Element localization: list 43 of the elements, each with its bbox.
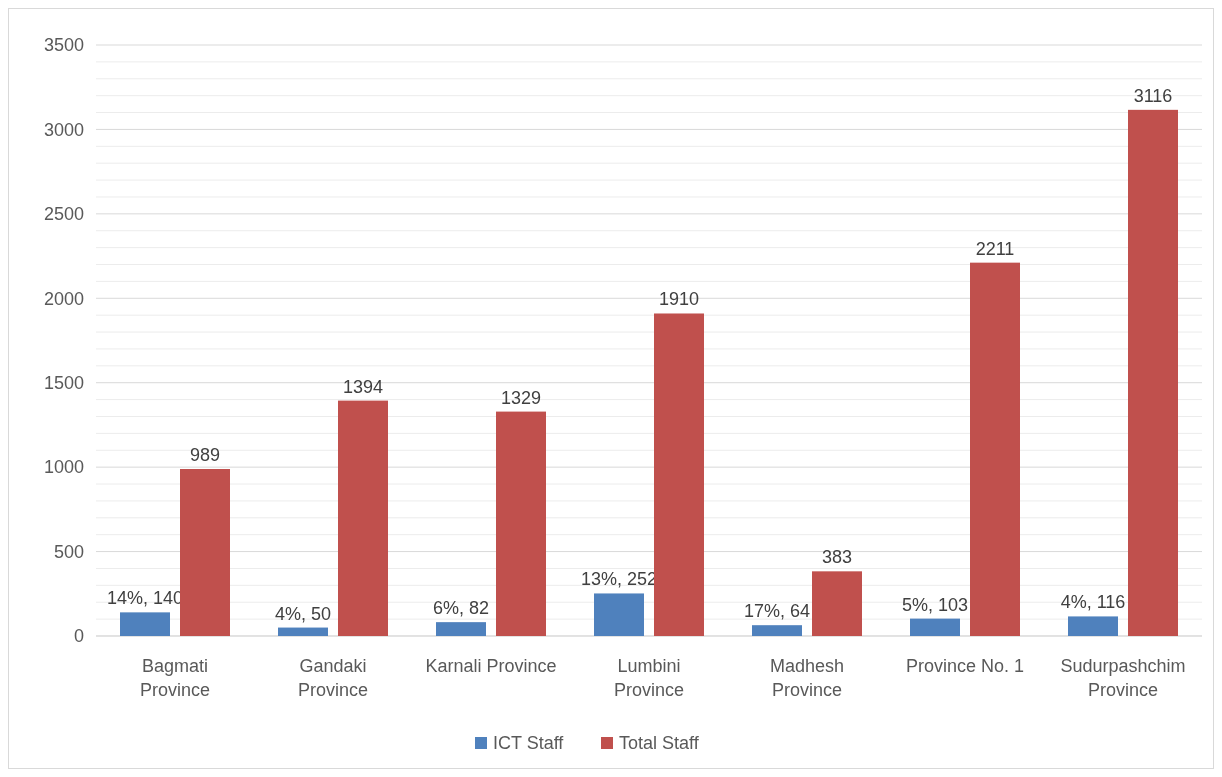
y-tick-label: 0 (73, 626, 84, 647)
bar (1128, 109, 1178, 636)
bar (496, 411, 546, 636)
y-tick-label: 500 (53, 541, 84, 562)
y-tick-label: 1000 (43, 457, 84, 478)
y-tick-label: 3500 (43, 35, 84, 56)
x-tick-label: Sudurpashchim Province (1060, 656, 1186, 700)
bar (120, 612, 170, 636)
x-tick-label: Province No. 1 (905, 656, 1025, 676)
data-label: 3116 (1133, 85, 1173, 106)
x-tick-label: Bagmati Province (139, 656, 211, 700)
y-tick-label: 2500 (43, 204, 84, 225)
bar (654, 313, 704, 636)
bar (180, 469, 230, 636)
data-label: 1910 (658, 289, 700, 310)
bar (338, 400, 388, 636)
data-label: 4%, 50 (274, 603, 332, 624)
y-tick-label: 3000 (43, 119, 84, 140)
bar (970, 262, 1020, 636)
x-tick-label: Karnali Province (425, 656, 557, 676)
data-label: 989 (189, 445, 221, 465)
x-tick-label: Madhesh Province (769, 656, 845, 700)
data-label: 2211 (975, 238, 1015, 259)
bar (812, 571, 862, 636)
data-label: 17%, 64 (743, 601, 811, 622)
x-tick-label: Lumbini Province (613, 656, 685, 700)
bar (436, 622, 486, 636)
y-tick-label: 1500 (43, 373, 84, 394)
legend-label: ICT Staff (493, 733, 565, 753)
data-label: 1329 (500, 387, 542, 408)
data-label: 4%, 116 (1060, 592, 1126, 613)
data-label: 5%, 103 (901, 594, 969, 615)
legend-label: Total Staff (619, 733, 700, 753)
bar (278, 627, 328, 636)
bar (594, 593, 644, 636)
bar (752, 625, 802, 636)
bar (1068, 616, 1118, 636)
data-label: 383 (821, 547, 853, 568)
data-label: 6%, 82 (432, 598, 490, 619)
x-tick-label: Gandaki Province (297, 656, 369, 700)
y-tick-label: 2000 (43, 288, 84, 309)
data-label: 1394 (342, 376, 384, 397)
bar (910, 618, 960, 636)
